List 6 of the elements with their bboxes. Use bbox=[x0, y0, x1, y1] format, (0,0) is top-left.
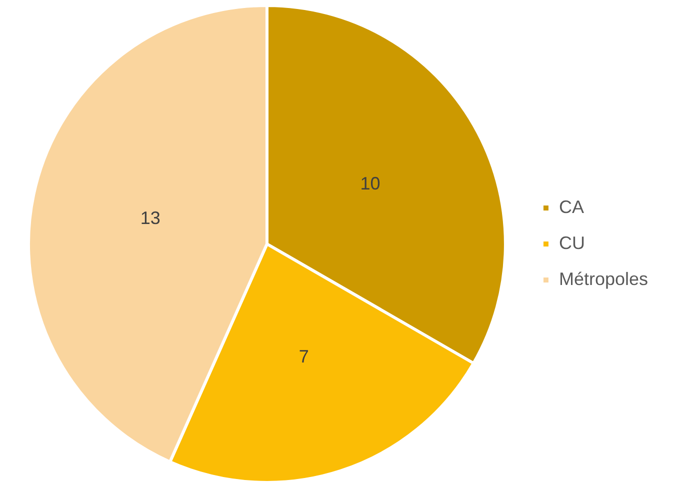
data-label: 13 bbox=[140, 208, 160, 228]
data-label: 7 bbox=[298, 346, 309, 366]
legend-label: Métropoles bbox=[558, 268, 648, 289]
data-label: 10 bbox=[360, 173, 380, 194]
legend-label: CU bbox=[558, 232, 585, 253]
legend-label: CA bbox=[558, 196, 584, 217]
